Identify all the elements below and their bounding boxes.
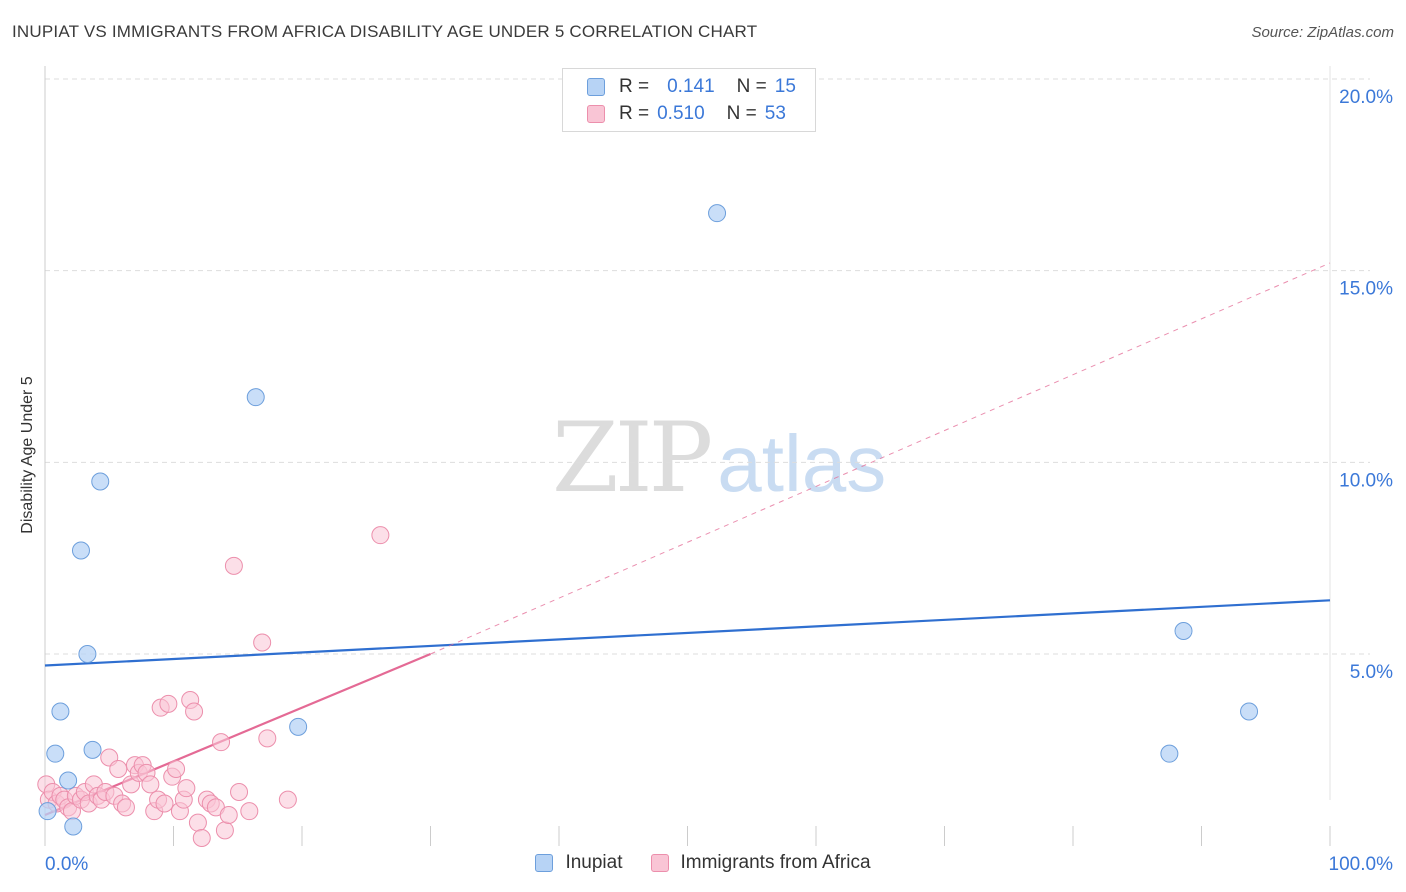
trend-lines <box>44 262 1331 817</box>
africa-point <box>141 775 160 794</box>
watermark: ZIP atlas <box>552 402 886 514</box>
africa-point <box>258 729 277 748</box>
africa-point <box>109 760 128 778</box>
legend-item-inupiat[interactable]: Inupiat <box>535 852 623 874</box>
africa-point <box>212 733 231 752</box>
legend-row-inupiat: R = 0.141 N = 15 <box>587 75 796 99</box>
africa-point <box>240 802 259 821</box>
inupiat-point <box>1160 744 1179 763</box>
africa-swatch <box>650 854 669 872</box>
legend-r-label: R = <box>619 103 650 124</box>
inupiat-point <box>83 740 102 759</box>
legend-n-label: N = <box>736 76 767 97</box>
correlation-legend: R = 0.141 N = 15 R = 0.510 N = 53 <box>562 68 816 132</box>
africa-point <box>219 806 238 824</box>
x-tick-label: 100.0% <box>1329 854 1394 875</box>
axes <box>44 66 1331 846</box>
africa-swatch <box>587 105 605 123</box>
inupiat-point <box>51 702 70 721</box>
africa-point <box>159 694 178 713</box>
inupiat-point <box>1174 622 1193 640</box>
legend-r-label: R = <box>619 76 650 97</box>
africa-trend-extension <box>430 262 1331 655</box>
inupiat-point <box>38 802 57 821</box>
legend-label-inupiat: Inupiat <box>565 852 623 873</box>
africa-point <box>167 760 186 778</box>
chart-source: Source: ZipAtlas.com <box>1251 24 1394 41</box>
africa-point <box>215 821 234 840</box>
africa-point <box>177 779 196 798</box>
africa-point <box>253 633 272 652</box>
tick-labels: 5.0% 10.0% 15.0% 20.0% 0.0% 100.0% <box>45 87 1393 875</box>
africa-point <box>188 813 207 832</box>
x-tick-label: 0.0% <box>45 854 88 875</box>
y-tick-label: 5.0% <box>1350 662 1393 683</box>
legend-label-africa: Immigrants from Africa <box>680 852 871 873</box>
legend-n-value: 15 <box>774 76 796 97</box>
africa-point <box>224 556 243 575</box>
y-tick-label: 15.0% <box>1339 279 1393 300</box>
africa-point <box>230 783 249 801</box>
y-tick-label: 20.0% <box>1339 87 1393 108</box>
data-points <box>37 204 1259 847</box>
africa-point <box>192 829 211 847</box>
grid-lines <box>45 78 1370 655</box>
inupiat-point <box>91 472 110 491</box>
legend-r-value: 0.510 <box>657 103 705 124</box>
inupiat-point <box>246 388 265 407</box>
inupiat-point <box>46 744 65 763</box>
legend-item-africa[interactable]: Immigrants from Africa <box>650 852 871 874</box>
inupiat-point <box>708 204 727 223</box>
watermark-zip: ZIP <box>552 402 713 514</box>
africa-point <box>185 702 204 721</box>
inupiat-point <box>1240 702 1259 721</box>
inupiat-point <box>289 717 308 736</box>
inupiat-trend-line <box>44 599 1331 667</box>
inupiat-swatch <box>587 78 605 96</box>
inupiat-point <box>59 771 78 790</box>
legend-row-africa: R = 0.510 N = 53 <box>587 102 786 126</box>
series-legend: Inupiat Immigrants from Africa <box>0 852 1406 874</box>
inupiat-point <box>71 541 90 560</box>
y-tick-label: 10.0% <box>1339 470 1393 491</box>
africa-point <box>371 526 390 545</box>
inupiat-point <box>64 817 83 836</box>
legend-n-label: N = <box>726 103 757 124</box>
inupiat-swatch <box>535 854 554 872</box>
africa-point <box>155 794 174 813</box>
chart-title: INUPIAT VS IMMIGRANTS FROM AFRICA DISABI… <box>12 22 758 41</box>
legend-n-value: 53 <box>764 103 786 124</box>
africa-point <box>116 798 135 817</box>
legend-r-value: 0.141 <box>667 76 715 97</box>
inupiat-point <box>78 645 97 663</box>
africa-point <box>278 790 297 809</box>
